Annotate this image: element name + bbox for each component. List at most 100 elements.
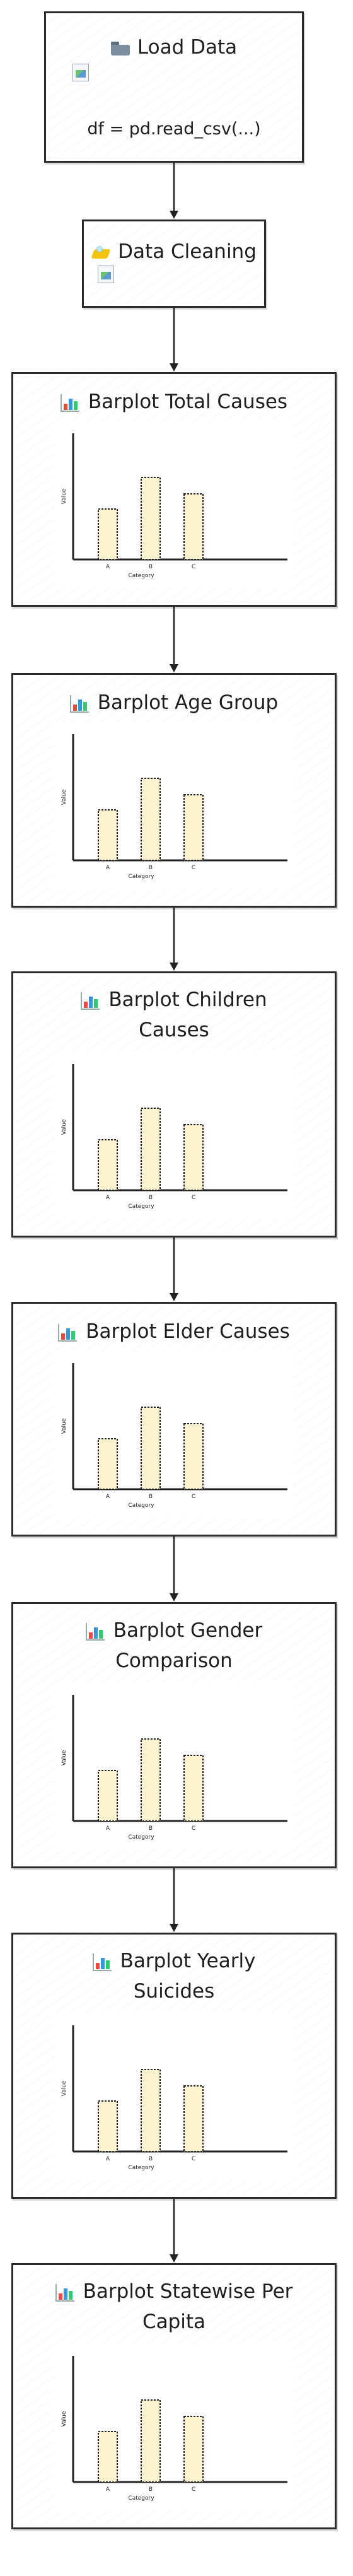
node-barplot-total-causes[interactable]: Barplot Total Causes Value A B C Category — [11, 372, 337, 607]
bar-b — [141, 2399, 161, 2483]
y-axis-label: Value — [61, 2411, 67, 2427]
x-axis-label: Category — [128, 2495, 154, 2502]
x-axis-label: Category — [128, 573, 154, 579]
node-title: Barplot Age Group — [13, 688, 335, 718]
x-tick-label: C — [192, 865, 195, 871]
x-tick-label: A — [106, 1825, 110, 1832]
node-barplot-elder-causes[interactable]: Barplot Elder Causes Value A B C Category — [11, 1302, 337, 1537]
bar-b — [141, 1108, 161, 1191]
edge-arrow — [168, 308, 180, 372]
bar-b — [141, 778, 161, 861]
title-line-1: Barplot Yearly — [13, 1946, 335, 1976]
title-line-1: Barplot Gender — [13, 1615, 335, 1646]
edge-arrow — [168, 1868, 180, 1933]
title-line-2: Causes — [139, 1019, 209, 1041]
title-line-2: Comparison — [115, 1649, 233, 1672]
x-tick-label: C — [192, 1825, 195, 1832]
y-axis-label: Value — [61, 488, 67, 504]
title-line-1: Barplot Children — [13, 985, 335, 1015]
node-barplot-gender-comparison[interactable]: Barplot Gender Comparison Value A B C Catego… — [11, 1602, 337, 1868]
edge-arrow — [168, 1537, 180, 1602]
bar-c — [183, 2416, 204, 2483]
x-axis-label: Category — [128, 874, 154, 880]
bar-a — [98, 1438, 118, 1490]
node-code: df = pd.read_csv(...) — [87, 119, 261, 139]
edge-arrow — [168, 2199, 180, 2263]
node-barplot-children-causes[interactable]: Barplot Children Causes Value A B C Category — [11, 971, 337, 1238]
x-tick-label: B — [149, 1195, 153, 1201]
edge-arrow — [168, 908, 180, 971]
soap-icon — [91, 245, 110, 260]
bar-c — [183, 1423, 204, 1490]
bar-chart-icon — [81, 992, 100, 1010]
bar-chart-icon — [85, 1622, 105, 1641]
y-axis-label: Value — [61, 1418, 67, 1434]
x-tick-label: A — [106, 865, 110, 871]
bar-chart-icon — [69, 694, 89, 713]
y-axis-label: Value — [61, 1119, 67, 1135]
bar-c — [183, 794, 204, 861]
bar-chart: Value A B C Category — [54, 2343, 294, 2510]
bar-chart-icon — [58, 1323, 78, 1342]
node-barplot-statewise-per-capita[interactable]: Barplot Statewise Per Capita Value A B C Cat… — [11, 2263, 337, 2529]
bar-chart: Value A B C Category — [54, 1051, 294, 1219]
x-tick-label: C — [192, 2156, 195, 2162]
bar-chart-icon — [92, 1953, 112, 1971]
broken-image-icon — [72, 64, 89, 81]
x-axis-label: Category — [128, 1502, 154, 1509]
bar-chart: Value A B C Category — [54, 1350, 294, 1518]
bar-a — [98, 2100, 118, 2152]
title-line-2: Capita — [142, 2310, 206, 2333]
x-tick-label: C — [192, 2486, 195, 2493]
bar-b — [141, 2069, 161, 2152]
x-tick-label: A — [106, 564, 110, 570]
x-tick-label: B — [149, 2486, 153, 2493]
node-title: Data Cleaning — [84, 237, 264, 267]
node-title: Load Data — [46, 32, 302, 62]
edge-arrow — [168, 1238, 180, 1302]
y-axis-label: Value — [61, 1750, 67, 1765]
bar-a — [98, 1770, 118, 1822]
x-tick-label: B — [149, 1494, 153, 1500]
x-tick-label: A — [106, 1195, 110, 1201]
node-title: Barplot Yearly Suicides — [13, 1946, 335, 2006]
x-axis-label: Category — [128, 1834, 154, 1841]
x-tick-label: C — [192, 1195, 195, 1201]
title-line-2: Suicides — [133, 1980, 215, 2003]
bar-a — [98, 2431, 118, 2483]
x-tick-label: A — [106, 1494, 110, 1500]
node-title: Barplot Gender Comparison — [13, 1615, 335, 1676]
node-data-cleaning[interactable]: Data Cleaning — [82, 220, 266, 308]
x-axis-label: Category — [128, 2165, 154, 2171]
node-barplot-age-group[interactable]: Barplot Age Group Value A B C Category — [11, 673, 337, 908]
bar-chart: Value A B C Category — [54, 722, 294, 889]
bar-c — [183, 1755, 204, 1822]
bar-c — [183, 1124, 204, 1191]
node-load-data[interactable]: Load Data df = pd.read_csv(...) — [44, 11, 304, 163]
y-axis-label: Value — [61, 2080, 67, 2096]
x-tick-label: B — [149, 2156, 153, 2162]
node-title: Barplot Elder Causes — [13, 1316, 335, 1347]
bar-chart: Value A B C Category — [54, 421, 294, 588]
node-title: Barplot Children Causes — [13, 985, 335, 1045]
y-axis-label: Value — [61, 789, 67, 805]
x-tick-label: B — [149, 865, 153, 871]
bar-a — [98, 508, 118, 560]
bar-a — [98, 1139, 118, 1191]
node-title: Barplot Statewise Per Capita — [13, 2276, 335, 2337]
x-tick-label: A — [106, 2486, 110, 2493]
x-axis-label: Category — [128, 1203, 154, 1210]
title-line-1: Barplot Statewise Per — [13, 2276, 335, 2307]
edge-arrow — [168, 163, 180, 220]
edge-arrow — [168, 607, 180, 673]
bar-b — [141, 477, 161, 560]
bar-chart-icon — [60, 394, 79, 412]
bar-chart: Value A B C Category — [54, 2013, 294, 2180]
bar-a — [98, 809, 118, 861]
node-barplot-yearly-suicides[interactable]: Barplot Yearly Suicides Value A B C Category — [11, 1933, 337, 2199]
bar-chart: Value A B C Category — [54, 1682, 294, 1849]
x-tick-label: A — [106, 2156, 110, 2162]
x-tick-label: B — [149, 564, 153, 570]
bar-b — [141, 1407, 161, 1490]
bar-b — [141, 1738, 161, 1822]
